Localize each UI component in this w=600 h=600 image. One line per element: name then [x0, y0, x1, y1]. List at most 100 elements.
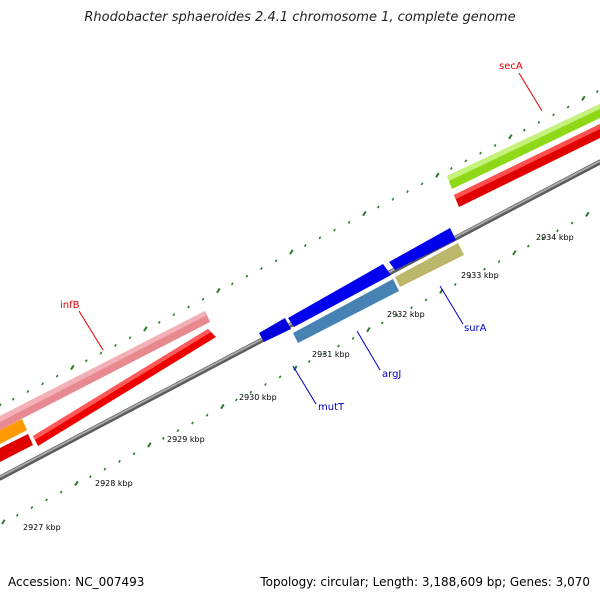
tick-inner: [424, 298, 428, 302]
tick-outer: [333, 228, 336, 232]
tick-outer: [537, 120, 541, 124]
tick-outer: [347, 220, 351, 224]
tick-outer: [449, 167, 453, 171]
label-surA[interactable]: surA: [439, 285, 487, 334]
tick-outer: [99, 351, 103, 355]
tick-label-2928: 2928 kbp: [95, 479, 133, 488]
tick-inner: [526, 244, 530, 248]
tick-inner: [161, 436, 165, 440]
tick-outer: [581, 95, 586, 101]
tick-outer: [493, 143, 497, 147]
tick-inner: [541, 236, 545, 240]
tick-outer: [318, 236, 322, 240]
tick-label-2932: 2932 kbp: [387, 310, 425, 319]
tick-inner: [118, 459, 121, 463]
tick-inner: [570, 221, 574, 225]
tick-outer: [245, 274, 249, 278]
tick-outer: [406, 190, 409, 194]
tick-outer: [26, 390, 30, 394]
tick-inner: [191, 421, 194, 425]
tick-outer: [84, 359, 88, 363]
tick-inner: [103, 467, 107, 471]
tick-outer: [508, 134, 513, 140]
gene-secA-outer[interactable]: [447, 104, 600, 189]
tick-rows: [0, 90, 600, 525]
gene-mutT[interactable]: [259, 318, 291, 342]
tick-outer: [172, 313, 176, 317]
tick-label-2931: 2931 kbp: [312, 350, 350, 359]
tick-outer: [55, 374, 59, 378]
gene-surA[interactable]: [395, 243, 464, 287]
topology-summary: Topology: circular; Length: 3,188,609 bp…: [260, 575, 590, 589]
map-title: Rhodobacter sphaeroides 2.4.1 chromosome…: [84, 10, 516, 25]
tick-inner: [249, 390, 253, 394]
svg-text:infB: infB: [60, 300, 80, 311]
tick-inner: [380, 321, 384, 325]
label-secA[interactable]: secA: [499, 61, 543, 112]
tick-label-2933: 2933 kbp: [461, 271, 499, 280]
tick-outer: [479, 151, 482, 155]
svg-text:secA: secA: [499, 61, 523, 72]
tick-outer: [274, 259, 278, 263]
tick-label-2934: 2934 kbp: [536, 233, 574, 242]
tick-outer: [216, 287, 221, 294]
tick-inner: [585, 211, 590, 217]
label-argJ[interactable]: argJ: [356, 330, 401, 380]
tick-inner: [220, 403, 225, 410]
accession-text: Accession: NC_007493: [8, 575, 145, 589]
tick-outer: [41, 382, 44, 386]
tick-inner: [307, 359, 311, 363]
svg-text:mutT: mutT: [318, 402, 345, 413]
tick-label-2927: 2927 kbp: [23, 523, 61, 532]
tick-outer: [522, 128, 526, 132]
tick-inner: [351, 336, 355, 340]
gene-argJ[interactable]: [293, 279, 399, 343]
tick-outer: [11, 397, 15, 401]
tick-outer: [595, 90, 599, 94]
tick-outer: [376, 205, 380, 209]
tick-outer: [552, 113, 555, 117]
tick-inner: [234, 398, 238, 402]
tick-inner: [497, 259, 501, 263]
gene-blue-1[interactable]: [288, 264, 391, 327]
tick-outer: [143, 326, 148, 332]
label-infB[interactable]: infB: [60, 300, 104, 351]
tick-inner: [264, 383, 267, 387]
tick-inner: [468, 275, 472, 279]
tick-outer: [260, 267, 263, 271]
tick-inner: [205, 413, 209, 417]
tick-inner: [293, 365, 298, 371]
tick-outer: [289, 249, 294, 255]
gene-orange[interactable]: [0, 419, 27, 444]
tick-inner: [45, 498, 48, 502]
tick-inner: [483, 267, 486, 271]
tick-inner: [30, 506, 34, 510]
tick-inner: [322, 352, 326, 356]
tick-outer: [362, 210, 367, 217]
tick-inner: [132, 452, 136, 456]
svg-text:surA: surA: [464, 323, 487, 334]
tick-outer: [230, 282, 234, 286]
tick-outer: [114, 343, 117, 347]
tick-inner: [176, 429, 180, 433]
gene-blue-2[interactable]: [389, 228, 456, 270]
label-mutT[interactable]: mutT: [292, 365, 345, 413]
tick-outer: [435, 172, 440, 178]
tick-inner: [15, 513, 19, 517]
tick-inner: [59, 490, 63, 494]
tick-inner: [147, 442, 152, 448]
tick-inner: [337, 344, 340, 348]
tick-outer: [70, 364, 75, 371]
tick-inner: [556, 229, 559, 233]
tick-outer: [0, 403, 2, 407]
tick-inner: [1, 519, 6, 525]
tick-outer: [420, 182, 424, 186]
tick-outer: [128, 336, 132, 340]
gene-infB-outer[interactable]: [0, 311, 210, 430]
tick-outer: [391, 197, 395, 201]
tick-inner: [74, 480, 79, 487]
gene-infB-inner[interactable]: [0, 329, 216, 462]
tick-inner: [410, 306, 413, 310]
gene-secA-inner[interactable]: [454, 124, 600, 207]
tick-label-2929: 2929 kbp: [167, 435, 205, 444]
